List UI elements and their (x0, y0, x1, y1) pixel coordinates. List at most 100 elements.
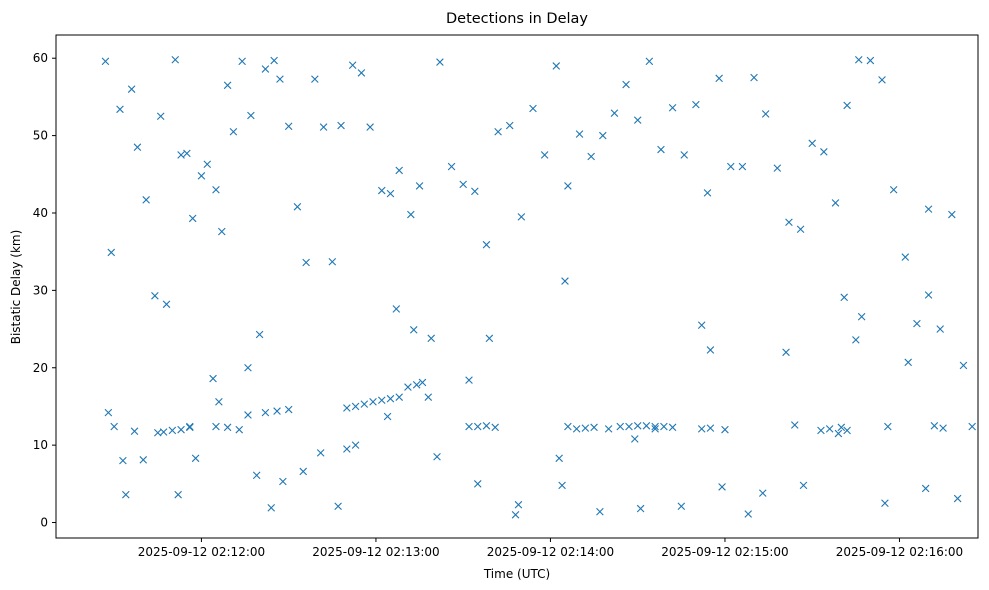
data-point (267, 504, 276, 512)
data-point (197, 172, 206, 180)
data-point (119, 456, 127, 465)
data-point (706, 424, 715, 432)
y-tick: 40 (33, 206, 56, 220)
data-point (473, 480, 482, 488)
data-point (122, 490, 130, 499)
x-tick-label: 2025-09-12 02:14:00 (487, 545, 614, 559)
data-point (631, 435, 639, 443)
y-tick: 10 (33, 438, 56, 452)
data-point (328, 257, 337, 266)
data-point (587, 152, 595, 161)
data-point (590, 423, 598, 432)
data-point (517, 213, 526, 221)
data-point (357, 69, 366, 77)
data-point (162, 300, 171, 309)
data-point (244, 411, 252, 419)
x-tick: 2025-09-12 02:15:00 (661, 538, 789, 559)
data-point (796, 225, 805, 234)
data-point (852, 336, 860, 344)
data-point (418, 378, 427, 387)
data-point (645, 57, 654, 66)
data-point (633, 116, 642, 124)
data-point (223, 423, 232, 432)
data-point (159, 428, 168, 436)
data-point (825, 425, 834, 433)
data-point (276, 75, 284, 83)
data-point (866, 56, 875, 65)
data-point (465, 422, 473, 431)
data-point (427, 334, 435, 343)
x-tick: 2025-09-12 02:16:00 (836, 538, 963, 559)
data-point (558, 481, 566, 490)
data-point (209, 374, 217, 383)
data-point (482, 422, 491, 430)
data-point (183, 149, 191, 158)
data-point (959, 361, 968, 370)
x-tick: 2025-09-12 02:13:00 (312, 538, 440, 559)
x-tick: 2025-09-12 02:12:00 (138, 538, 265, 559)
data-point (177, 425, 185, 434)
data-point (782, 348, 790, 357)
data-point (130, 427, 139, 435)
data-point (831, 199, 840, 207)
data-point (482, 240, 491, 249)
data-point (151, 291, 159, 300)
data-point (790, 421, 799, 429)
data-point (409, 326, 418, 334)
y-axis-title: Bistatic Delay (km) (9, 230, 23, 345)
data-point (133, 143, 142, 151)
data-point (284, 122, 293, 131)
y-tick: 0 (40, 516, 56, 530)
data-point (808, 139, 817, 148)
data-point (721, 425, 729, 434)
data-point (252, 471, 261, 480)
data-point (316, 449, 325, 457)
data-point (738, 162, 747, 171)
data-point (351, 441, 360, 449)
data-point (715, 74, 723, 83)
data-point (412, 380, 421, 389)
data-point (651, 422, 659, 431)
data-point (718, 483, 726, 491)
data-point (552, 62, 561, 70)
data-points (101, 55, 976, 519)
data-point (857, 312, 866, 321)
y-tick: 60 (33, 51, 56, 65)
data-point (156, 112, 165, 121)
data-point (110, 422, 118, 431)
data-point (564, 182, 572, 190)
data-point (610, 109, 619, 117)
data-point (622, 80, 630, 89)
data-point (968, 422, 976, 431)
data-point (334, 502, 342, 511)
data-point (348, 61, 357, 69)
data-point (360, 400, 369, 408)
data-point (843, 101, 851, 110)
data-point (761, 110, 770, 118)
data-point (596, 507, 604, 516)
data-point (215, 398, 223, 406)
data-point (799, 481, 808, 490)
data-point (785, 218, 793, 227)
data-point (351, 402, 360, 411)
y-tick-label: 50 (33, 129, 48, 143)
data-point (142, 196, 150, 204)
data-point (433, 452, 441, 461)
data-point (104, 408, 113, 417)
data-point (706, 346, 715, 354)
data-point (261, 408, 270, 417)
data-point (604, 425, 613, 433)
data-point (174, 490, 182, 499)
data-point (884, 422, 892, 431)
data-point (697, 425, 706, 433)
data-point (599, 131, 607, 140)
data-point (186, 423, 194, 432)
data-point (936, 325, 944, 333)
data-point (395, 393, 403, 401)
data-point (116, 105, 124, 114)
data-point (642, 422, 651, 430)
data-point (744, 510, 753, 518)
data-point (529, 104, 537, 113)
data-point (924, 291, 933, 299)
data-point (366, 123, 374, 131)
